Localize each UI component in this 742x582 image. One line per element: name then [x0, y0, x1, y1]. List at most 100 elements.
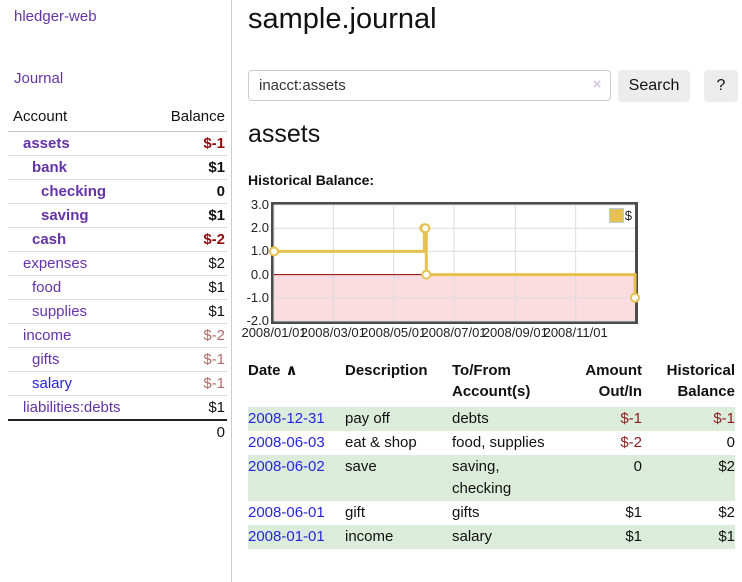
sort-ascending-icon: ∧ — [285, 362, 298, 379]
account-link[interactable]: bank — [32, 159, 68, 176]
clear-search-icon[interactable]: × — [592, 76, 602, 93]
balance-cell: $2 — [718, 504, 735, 521]
chart-canvas — [269, 204, 640, 322]
amount-cell: $-1 — [620, 410, 642, 427]
main-content: sample.journal × Search ? assets Histori… — [241, 0, 738, 582]
account-link[interactable]: liabilities:debts — [23, 399, 121, 416]
amount-cell: $1 — [625, 504, 642, 521]
amount-cell: $-2 — [620, 434, 642, 451]
legend-swatch-icon — [608, 208, 624, 223]
x-axis-tick-label: 2008/01/01 — [241, 325, 307, 340]
y-axis-tick-label: 3.0 — [250, 197, 269, 212]
column-header-date[interactable]: Date ∧ — [248, 362, 298, 379]
account-link[interactable]: income — [23, 327, 72, 344]
y-axis-tick-label: 2.0 — [250, 220, 269, 236]
description-cell: gift — [345, 504, 366, 521]
date-cell: 2008-06-01 — [248, 501, 345, 525]
account-row: expenses $2 — [8, 251, 227, 276]
x-axis-tick-label: 2008/05/01 — [361, 325, 427, 340]
search-input[interactable] — [248, 70, 611, 101]
legend-label: $ — [624, 208, 632, 223]
column-header-accounts: To/From Account(s) — [452, 362, 531, 400]
date-cell: 2008-06-02 — [248, 455, 345, 501]
account-balance: $-2 — [150, 227, 227, 252]
account-link[interactable]: supplies — [32, 303, 88, 320]
account-heading: assets — [248, 120, 321, 148]
account-link[interactable]: gifts — [32, 351, 60, 368]
accounts-cell: salary — [452, 528, 493, 545]
date-link[interactable]: 2008-06-02 — [248, 458, 325, 475]
date-cell: 2008-01-01 — [248, 525, 345, 549]
date-link[interactable]: 2008-01-01 — [248, 528, 325, 545]
date-cell: 2008-06-03 — [248, 431, 345, 455]
date-link[interactable]: 2008-12-31 — [248, 410, 325, 427]
account-row: gifts $-1 — [8, 347, 227, 372]
description-cell: save — [345, 458, 377, 475]
description-cell: pay off — [345, 410, 390, 427]
table-row: 2008-01-01 income salary $1 $1 — [248, 525, 735, 549]
search-button[interactable]: Search — [618, 70, 690, 102]
account-link[interactable]: checking — [41, 183, 107, 200]
date-cell: 2008-12-31 — [248, 407, 345, 431]
accounts-col-header-balance: Balance — [150, 104, 227, 132]
account-link[interactable]: salary — [32, 375, 73, 392]
account-row: cash $-2 — [8, 227, 227, 252]
account-balance: $-1 — [150, 371, 227, 396]
table-row: 2008-06-01 gift gifts $1 $2 — [248, 501, 735, 525]
account-link[interactable]: saving — [41, 207, 89, 224]
account-row: income $-2 — [8, 323, 227, 348]
register-table: Date ∧ Description To/From Account(s) Amo… — [248, 360, 735, 549]
account-row: checking 0 — [8, 179, 227, 204]
y-axis-tick-label: -2.0 — [246, 313, 269, 328]
chart-plot: $ — [269, 202, 640, 324]
account-row: liabilities:debts $1 — [8, 395, 227, 420]
account-balance: $2 — [150, 251, 227, 276]
date-link[interactable]: 2008-06-01 — [248, 504, 325, 521]
accounts-cell: debts — [452, 410, 489, 427]
chart-legend: $ — [608, 208, 632, 223]
account-balance: $1 — [150, 299, 227, 324]
chart-title: Historical Balance: — [248, 172, 375, 188]
app-title-link[interactable]: hledger-web — [14, 8, 97, 25]
column-header-amount: Amount Out/In — [585, 362, 642, 400]
description-cell: eat & shop — [345, 434, 417, 451]
y-axis-tick-label: -1.0 — [246, 289, 269, 305]
account-row: salary $-1 — [8, 371, 227, 396]
nav-journal-link[interactable]: Journal — [14, 70, 64, 87]
balance-cell: $-1 — [713, 410, 735, 427]
table-row: 2008-06-03 eat & shop food, supplies $-2 0 — [248, 431, 735, 455]
accounts-col-header-account: Account — [8, 104, 151, 132]
date-link[interactable]: 2008-06-03 — [248, 434, 325, 451]
amount-cell: 0 — [633, 458, 642, 475]
column-header-description: Description — [345, 362, 428, 379]
account-link[interactable]: assets — [23, 135, 70, 152]
account-balance: $-1 — [150, 347, 227, 372]
search-form: × Search ? — [248, 70, 738, 102]
description-cell: income — [345, 528, 394, 545]
account-link[interactable]: cash — [32, 231, 67, 248]
accounts-cell: saving, checking — [452, 458, 512, 497]
account-link[interactable]: food — [32, 279, 62, 296]
x-axis-tick-label: 2008/07/01 — [421, 325, 487, 340]
account-row: bank $1 — [8, 155, 227, 180]
help-button[interactable]: ? — [704, 70, 738, 102]
accounts-cell: food, supplies — [452, 434, 545, 451]
accounts-cell: gifts — [452, 504, 480, 521]
balance-cell: 0 — [726, 434, 735, 451]
amount-cell: $1 — [625, 528, 642, 545]
account-balance: $-2 — [150, 323, 227, 348]
account-balance: $1 — [150, 275, 227, 300]
x-axis-tick-label: 2008/09/01 — [482, 325, 548, 340]
account-balance: 0 — [150, 179, 227, 204]
table-row: 2008-12-31 pay off debts $-1 $-1 — [248, 407, 735, 431]
sidebar: hledger-web Journal Account Balance asse… — [0, 0, 232, 582]
balance-cell: $2 — [718, 458, 735, 475]
y-axis-tick-label: 0.0 — [250, 266, 269, 282]
account-row: supplies $1 — [8, 299, 227, 324]
account-balance: $1 — [150, 395, 227, 420]
account-link[interactable]: expenses — [23, 255, 88, 272]
accounts-total-row: 0 — [8, 419, 227, 444]
accounts-total-value: 0 — [150, 419, 227, 444]
account-row: saving $1 — [8, 203, 227, 228]
y-axis-tick-label: 1.0 — [250, 243, 269, 259]
